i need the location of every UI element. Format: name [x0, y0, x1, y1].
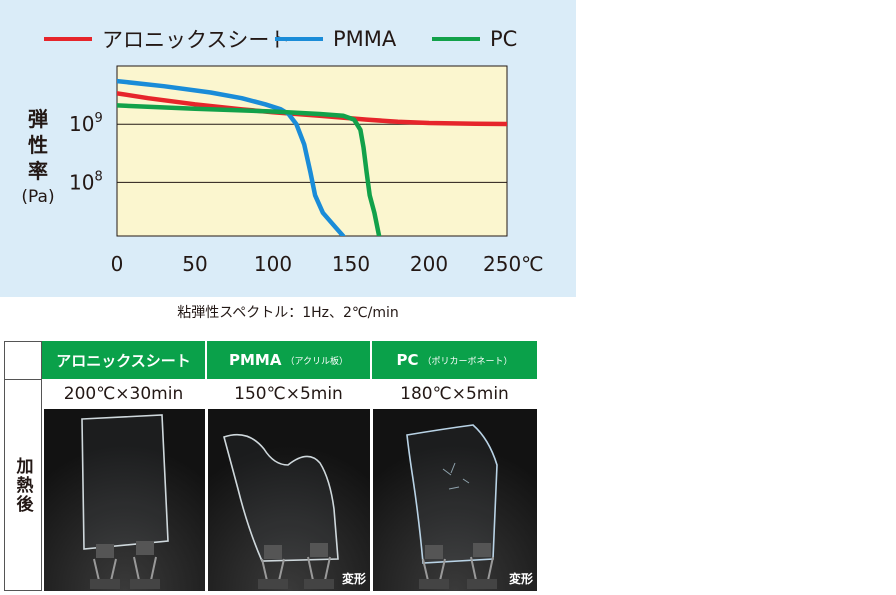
heating-comparison-table: 加熱後 アロニックスシート 200℃×30min PMMA （アクリル板） 15…: [4, 341, 537, 591]
column-header-pc: PC （ポリカーボネート）: [372, 341, 537, 379]
row-header-label: 加熱後: [12, 456, 33, 514]
legend-label-pmma: PMMA: [333, 27, 397, 51]
series-line-2: [117, 103, 382, 236]
column-header-pmma-sub: （アクリル板）: [285, 356, 349, 367]
column-header-aronix: アロニックスシート: [42, 341, 205, 379]
column-header-pc-label: PC: [396, 351, 419, 369]
x-tick-label-1: 50: [182, 252, 207, 276]
row-header: 加熱後: [4, 379, 42, 591]
photo-pc: 変形: [373, 409, 537, 591]
photo-pc-illustration: [373, 409, 537, 591]
y-tick-label-1: 108: [69, 169, 103, 194]
column-header-pmma: PMMA （アクリル板）: [207, 341, 370, 379]
plot-area: [116, 65, 508, 237]
column-header-pc-sub: （ポリカーボネート）: [422, 356, 513, 367]
table-corner: [4, 341, 42, 379]
photo-pmma-illustration: [208, 409, 370, 591]
chart-caption: 粘弾性スペクトル：1Hz、2℃/min: [177, 305, 399, 321]
legend-swatch-pc: [432, 37, 480, 41]
x-tick-label-3: 150: [332, 252, 370, 276]
y-axis-label: 弾 性 率 (Pa): [18, 106, 58, 210]
legend-item-aronix: アロニックスシート: [44, 24, 290, 54]
x-tick-label-2: 100: [254, 252, 292, 276]
x-tick-label-4: 200: [410, 252, 448, 276]
legend-swatch-aronix: [44, 37, 92, 41]
modulus-chart: 109 108 0 50 100 150 200 250℃: [69, 65, 544, 276]
condition-aronix: 200℃×30min: [42, 379, 205, 409]
condition-pmma: 150℃×5min: [207, 379, 370, 409]
deformed-tag-pc: 変形: [508, 572, 533, 586]
legend-swatch-pmma: [275, 37, 323, 41]
legend-label-aronix: アロニックスシート: [102, 28, 291, 52]
column-header-pmma-label: PMMA: [228, 351, 282, 369]
y-tick-label-0: 109: [69, 111, 103, 136]
legend-item-pc: PC: [432, 24, 517, 54]
column-header-aronix-label: アロニックスシート: [56, 351, 191, 370]
photo-pmma: 変形: [208, 409, 370, 591]
legend-label-pc: PC: [490, 27, 518, 51]
y-axis-label-char-1: 弾: [28, 107, 48, 131]
x-tick-label-5: 250℃: [483, 252, 544, 276]
y-axis-label-char-3: 率: [28, 159, 48, 183]
x-tick-label-0: 0: [111, 252, 124, 276]
y-axis-unit: (Pa): [21, 187, 55, 207]
photo-aronix: [44, 409, 205, 591]
condition-pc: 180℃×5min: [372, 379, 537, 409]
deformed-tag-pmma: 変形: [341, 572, 366, 586]
y-axis-label-char-2: 性: [28, 133, 48, 157]
photo-aronix-illustration: [44, 409, 205, 591]
legend-item-pmma: PMMA: [275, 24, 396, 54]
series-line-1: [117, 78, 346, 236]
